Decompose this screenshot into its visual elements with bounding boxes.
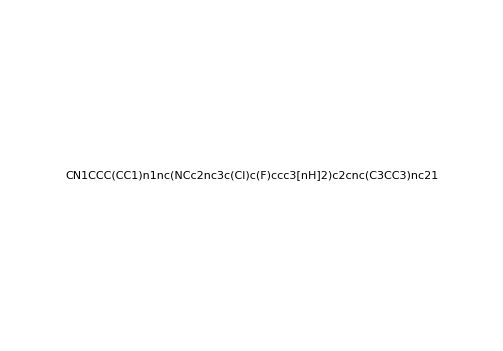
Text: CN1CCC(CC1)n1nc(NCc2nc3c(Cl)c(F)ccc3[nH]2)c2cnc(C3CC3)nc21: CN1CCC(CC1)n1nc(NCc2nc3c(Cl)c(F)ccc3[nH]…: [65, 171, 438, 180]
